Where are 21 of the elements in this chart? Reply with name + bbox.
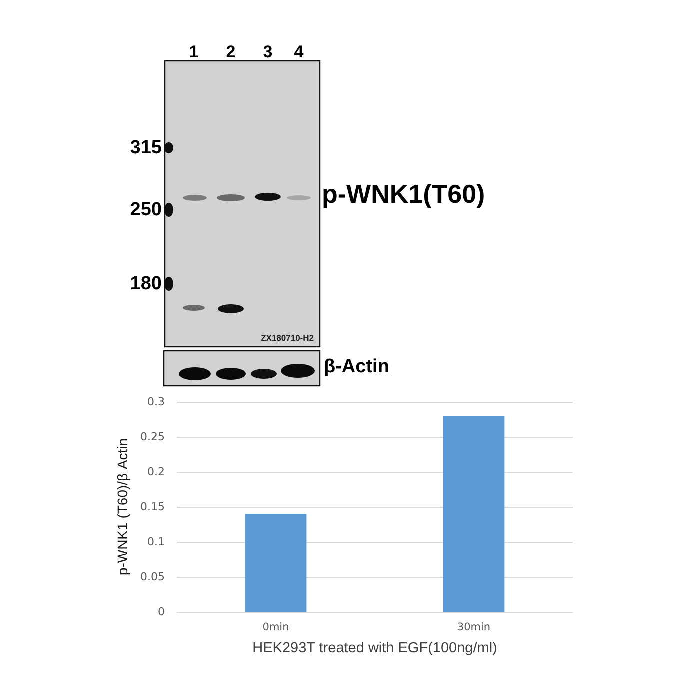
text: 2 [226,42,236,62]
y-tick-label: 0.25 [140,430,165,444]
y-tick-label: 0.05 [140,570,165,584]
y-tick-label: 0.15 [140,500,165,514]
y-tick-label: 0.1 [148,536,165,548]
x-axis-title: HEK293T treated with EGF(100ng/ml) [252,640,498,656]
text: 180 [130,274,162,294]
text: 1 [189,42,199,62]
y-tick-label: 0.2 [148,466,165,478]
x-tick-label: 30min [457,622,491,634]
text: 3 [263,42,273,62]
text: 4 [294,42,304,62]
text: p-WNK1(T60) [322,179,486,209]
y-axis-title: p-WNK1 (T60)/β Actin [114,438,131,576]
text: 250 [130,200,162,220]
text: 315 [130,138,162,158]
text: β-Actin [324,356,390,378]
y-tick-label: 0 [158,606,165,618]
y-tick-label: 0.3 [148,396,165,408]
text: ZX180710-H2 [261,332,314,343]
x-tick-label: 0min [262,622,290,634]
